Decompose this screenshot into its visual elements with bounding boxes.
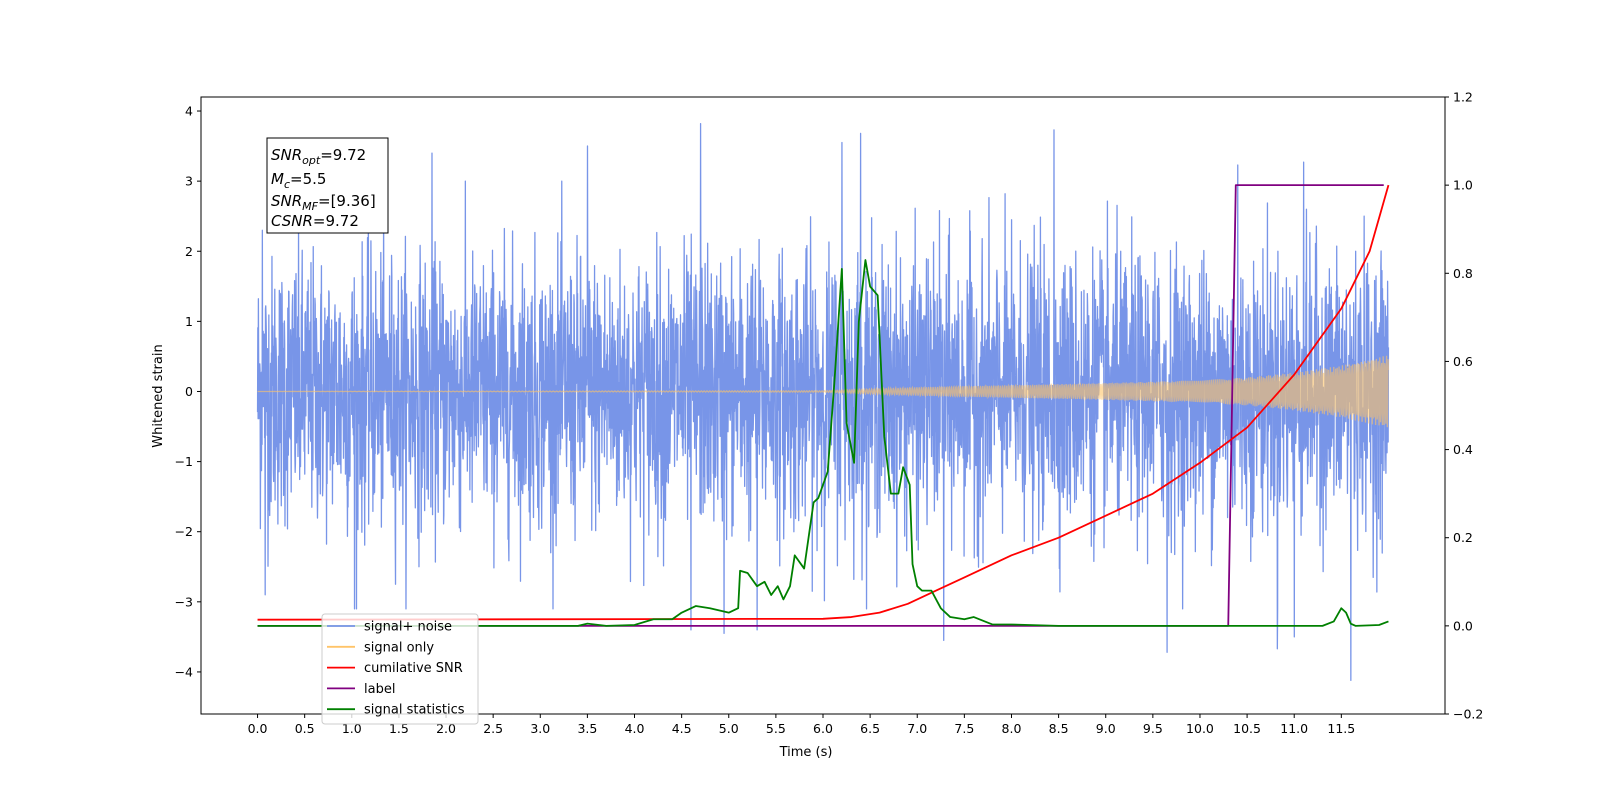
- x-tick-label: 0.0: [248, 721, 268, 736]
- x-tick-label: 7.5: [954, 721, 974, 736]
- x-tick-label: 11.0: [1280, 721, 1308, 736]
- x-tick-label: 5.5: [766, 721, 786, 736]
- x-tick-label: 9.5: [1143, 721, 1163, 736]
- series-signal-statistics: [257, 259, 1389, 627]
- y2-tick-label: 1.0: [1453, 178, 1473, 193]
- legend: signal+ noise signal only cumilative SNR la…: [321, 613, 479, 725]
- y2-tick-label: 1.2: [1453, 90, 1473, 105]
- x-tick-label: 8.0: [1002, 721, 1022, 736]
- y-tick-label: −2: [175, 524, 193, 539]
- annotation-box: SNRopt=9.72 Mc=5.5 SNRMF=[9.36] CSNR=9.7…: [266, 137, 389, 234]
- x-tick-label: 6.0: [813, 721, 833, 736]
- x-tick-label: 5.0: [719, 721, 739, 736]
- legend-entry: cumilative SNR: [364, 661, 463, 676]
- x-tick-label: 11.5: [1327, 721, 1355, 736]
- y-tick-label: 1: [185, 314, 193, 329]
- y-tick-label: −1: [175, 454, 193, 469]
- x-tick-label: 3.5: [577, 721, 597, 736]
- x-tick-label: 1.5: [389, 721, 409, 736]
- x-tick-label: 8.5: [1049, 721, 1069, 736]
- legend-box: [321, 613, 479, 725]
- annotation-snr-opt: SNRopt=9.72: [271, 146, 366, 167]
- y-tick-label: 4: [185, 104, 193, 119]
- y2-tick-label: −0.2: [1453, 707, 1483, 722]
- series-label: [257, 184, 1384, 627]
- y-tick-label: −4: [175, 664, 193, 679]
- legend-entry: signal statistics: [364, 703, 465, 718]
- plot-area: [256, 122, 1390, 681]
- legend-entry: signal only: [364, 640, 434, 655]
- x-tick-label: 10.5: [1233, 721, 1261, 736]
- x-tick-label: 3.0: [530, 721, 550, 736]
- x-tick-label: 2.0: [436, 721, 456, 736]
- x-tick-label: 6.5: [860, 721, 880, 736]
- x-tick-label: 10.0: [1186, 721, 1214, 736]
- y-tick-label: 3: [185, 174, 193, 189]
- y-tick-label: 0: [185, 384, 193, 399]
- x-axis-label: Time (s): [779, 745, 833, 760]
- x-tick-label: 4.0: [625, 721, 645, 736]
- x-tick-label: 4.5: [672, 721, 692, 736]
- annotation-csnr: CSNR=9.72: [271, 212, 359, 230]
- y2-tick-label: 0.8: [1453, 266, 1473, 281]
- series-signal-only: [257, 355, 1390, 428]
- x-tick-label: 1.0: [342, 721, 362, 736]
- legend-entry: label: [364, 682, 395, 697]
- y-tick-label: −3: [175, 594, 193, 609]
- x-tick-label: 0.5: [295, 721, 315, 736]
- y2-tick-label: 0.2: [1453, 530, 1473, 545]
- axes: 0.0 0.5 1.0 1.5 2.0 2.5 3.0 3.5 4.0 4.5 5.0 5.5 6.0 6…: [175, 90, 1484, 737]
- y2-tick-label: 0.6: [1453, 354, 1473, 369]
- y-tick-label: 2: [185, 244, 193, 259]
- y2-tick-label: 0.4: [1453, 442, 1473, 457]
- x-tick-label: 2.5: [483, 721, 503, 736]
- x-tick-label: 9.0: [1096, 721, 1116, 736]
- series-cumilative-snr: [257, 184, 1390, 621]
- x-tick-label: 7.0: [907, 721, 927, 736]
- annotation-snr-mf: SNRMF=[9.36]: [271, 192, 376, 213]
- y-axis-label: Whitened strain: [151, 344, 166, 447]
- y2-tick-label: 0.0: [1453, 618, 1473, 633]
- annotation-mc: Mc=5.5: [271, 170, 326, 191]
- legend-entry: signal+ noise: [364, 620, 452, 635]
